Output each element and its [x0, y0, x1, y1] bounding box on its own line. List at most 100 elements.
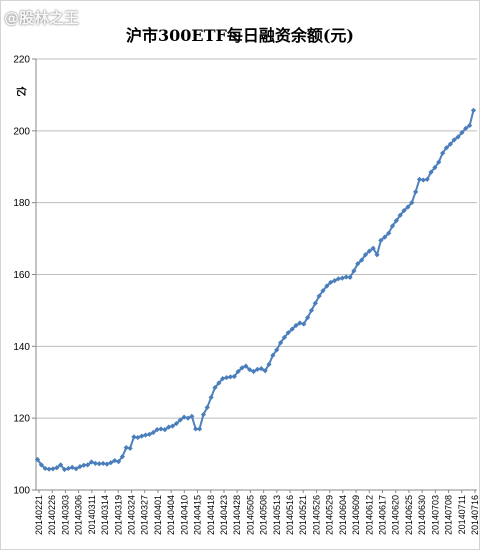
- data-point: [88, 459, 95, 465]
- data-point: [227, 374, 234, 380]
- chart-title: 沪市300ETF每日融资余额(元): [125, 26, 354, 45]
- data-point: [54, 465, 60, 471]
- x-tick-label: 20140513: [272, 495, 282, 535]
- data-point: [405, 204, 411, 210]
- data-point: [146, 431, 152, 437]
- x-tick-label: 20140415: [193, 495, 203, 535]
- x-tick-label: 20140404: [166, 495, 176, 535]
- y-tick-label: 160: [13, 270, 30, 281]
- data-point: [208, 394, 214, 400]
- data-point: [389, 223, 396, 229]
- data-point: [467, 122, 473, 129]
- data-point: [166, 424, 172, 430]
- data-point: [386, 230, 392, 236]
- data-point: [413, 189, 419, 195]
- x-tick-label: 20140620: [391, 495, 401, 535]
- data-point: [46, 466, 52, 472]
- data-point: [65, 465, 71, 472]
- data-point: [104, 461, 110, 467]
- data-point: [162, 427, 168, 433]
- data-point: [239, 365, 245, 371]
- data-point: [73, 466, 79, 472]
- y-tick-label: 100: [13, 486, 30, 497]
- data-point: [343, 274, 349, 280]
- data-point: [378, 237, 384, 243]
- data-point: [131, 434, 137, 440]
- data-point: [443, 145, 450, 151]
- data-point: [320, 288, 326, 294]
- data-point: [254, 366, 261, 372]
- x-tick-label: 20140529: [325, 495, 335, 535]
- gridlines: [36, 58, 477, 491]
- data-point: [316, 293, 322, 299]
- x-tick-label: 20140314: [100, 495, 110, 535]
- data-point: [428, 169, 434, 175]
- data-point: [355, 261, 361, 267]
- data-point: [331, 278, 338, 284]
- data-point: [455, 134, 461, 140]
- data-point: [100, 460, 106, 467]
- data-point: [359, 257, 365, 263]
- data-point: [347, 274, 353, 280]
- data-series: [34, 107, 477, 473]
- data-point: [112, 457, 118, 464]
- y-tick-label: 200: [13, 126, 30, 137]
- data-point: [397, 212, 403, 218]
- x-tick-label: 20140401: [153, 495, 163, 535]
- data-point: [424, 176, 430, 182]
- data-point: [196, 426, 203, 432]
- data-point: [142, 432, 149, 438]
- data-point: [281, 334, 288, 340]
- data-point: [277, 340, 284, 346]
- data-point: [451, 137, 457, 143]
- data-point: [223, 374, 230, 381]
- y-tick-labels: 100 120 140 160 180 200 220: [13, 55, 30, 497]
- data-point: [154, 427, 160, 433]
- x-tick-label: 20140703: [430, 495, 440, 535]
- data-point: [447, 141, 453, 147]
- x-tick-label: 20140521: [298, 495, 308, 535]
- data-point: [85, 462, 91, 468]
- data-point: [34, 456, 41, 463]
- data-point: [96, 461, 102, 467]
- x-tick-label: 20140303: [60, 495, 70, 535]
- data-point: [285, 330, 291, 336]
- x-tick-label: 20140306: [74, 495, 84, 535]
- data-point: [440, 150, 446, 156]
- data-point: [470, 107, 477, 113]
- data-point: [262, 368, 268, 374]
- x-tick-label: 20140505: [245, 495, 255, 535]
- data-point: [247, 367, 253, 373]
- y-tick-label: 140: [13, 342, 30, 353]
- x-tick-label: 20140711: [457, 495, 467, 534]
- data-point: [297, 320, 303, 326]
- data-point: [409, 200, 415, 206]
- data-point: [204, 404, 210, 410]
- data-point: [401, 207, 407, 214]
- data-point: [436, 159, 442, 165]
- data-point: [50, 466, 56, 472]
- data-point: [416, 176, 423, 182]
- data-point: [289, 326, 295, 332]
- data-point: [58, 462, 64, 468]
- data-point: [200, 411, 207, 418]
- data-point: [270, 352, 276, 358]
- data-point: [193, 426, 199, 432]
- x-tick-labels: 20140221 20140226 20140303 20140306 20140311…: [34, 495, 480, 535]
- data-point: [123, 445, 129, 451]
- data-point: [139, 433, 145, 439]
- data-point: [77, 464, 83, 470]
- data-point: [216, 380, 222, 386]
- x-tick-label: 20140708: [444, 495, 454, 535]
- data-point: [274, 347, 280, 353]
- data-point: [432, 164, 438, 171]
- x-tick-label: 20140221: [34, 495, 44, 535]
- x-tick-label: 20140423: [219, 495, 229, 535]
- x-tick-label: 20140428: [232, 495, 242, 535]
- data-point: [61, 466, 68, 473]
- y-tick-label: 220: [13, 55, 30, 66]
- data-point: [173, 420, 180, 427]
- x-tick-label: 20140324: [126, 495, 136, 535]
- data-point: [235, 368, 241, 375]
